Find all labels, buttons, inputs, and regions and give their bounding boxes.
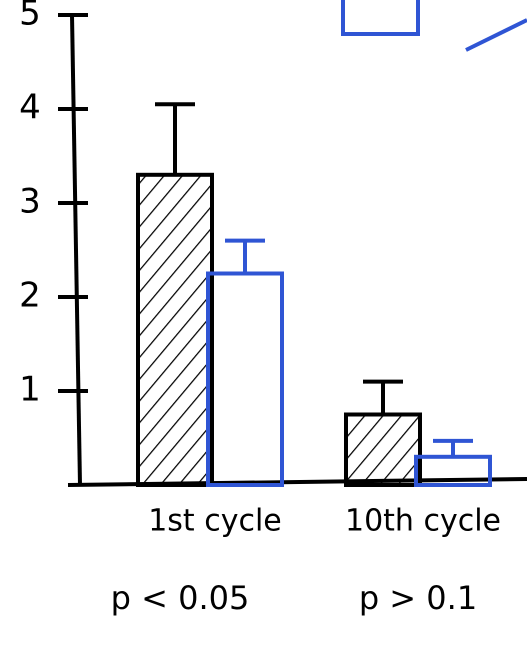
y-tick-label: 2 xyxy=(19,276,41,316)
legend-swatch xyxy=(343,0,418,34)
annotation: p > 0.1 xyxy=(359,579,477,617)
bar xyxy=(138,175,212,485)
annotation: p < 0.05 xyxy=(111,579,250,617)
bar xyxy=(346,415,420,486)
x-tick-label: 10th cycle xyxy=(345,504,501,539)
y-tick-label: 4 xyxy=(19,88,41,128)
y-tick-label: 5 xyxy=(19,0,41,34)
x-tick-label: 1st cycle xyxy=(148,504,282,539)
legend-stroke xyxy=(466,20,527,50)
y-tick-label: 1 xyxy=(19,370,41,410)
chart: 1 2 3 4 5 1st cycle p < 0.05 10th cycle p > 0.1 xyxy=(0,0,527,656)
y-axis xyxy=(72,15,80,485)
y-tick-label: 3 xyxy=(19,182,41,222)
bar xyxy=(208,274,282,486)
